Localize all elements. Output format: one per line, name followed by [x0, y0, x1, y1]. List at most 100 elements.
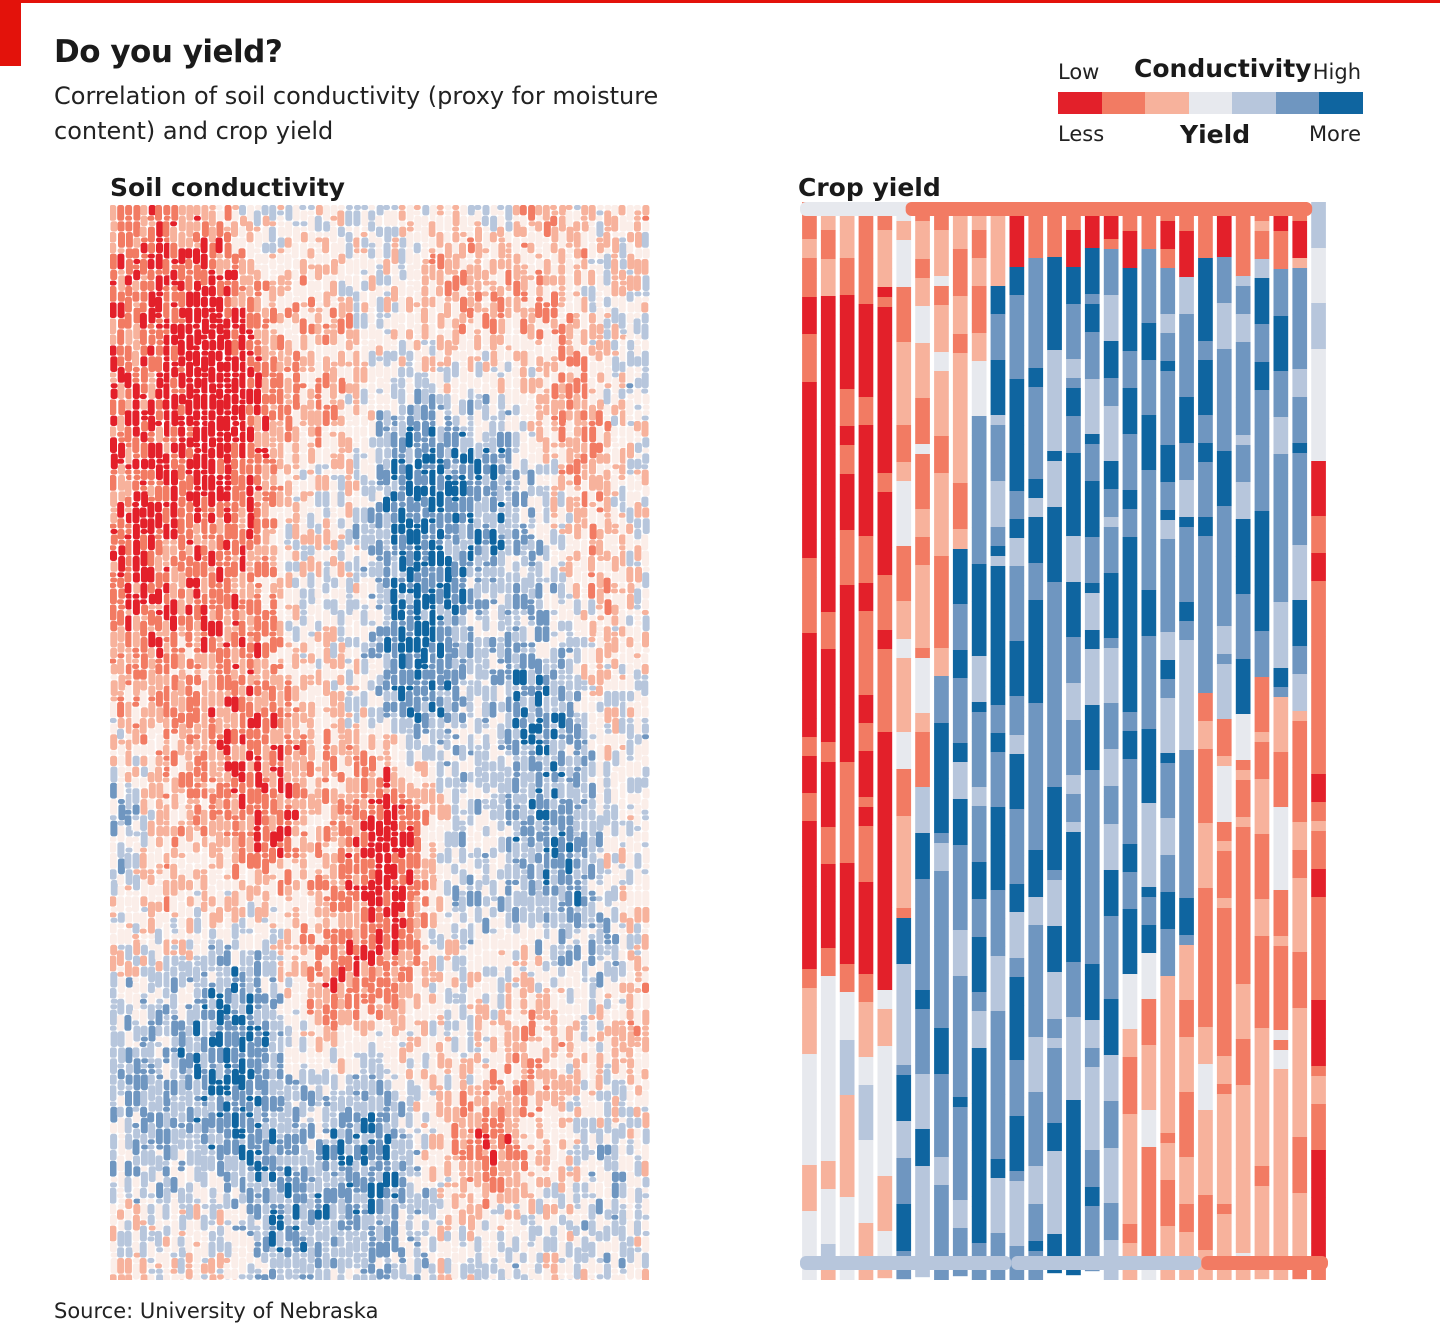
soil-cell [376, 1010, 383, 1020]
soil-cell [353, 345, 360, 350]
soil-cell [430, 1188, 437, 1204]
soil-cell [223, 1193, 230, 1209]
soil-cell [254, 1220, 261, 1225]
soil-cell [216, 389, 223, 399]
soil-cell [179, 869, 186, 874]
soil-cell [285, 713, 292, 718]
soil-cell [246, 329, 253, 334]
soil-cell [429, 669, 436, 679]
soil-cell [186, 1134, 193, 1139]
soil-cell [194, 513, 201, 523]
soil-cell [141, 1118, 148, 1134]
soil-cell [163, 869, 170, 879]
soil-cell [391, 378, 398, 383]
soil-cell [270, 934, 277, 944]
soil-cell [111, 907, 118, 912]
soil-cell [346, 351, 353, 361]
soil-cell [392, 248, 399, 264]
soil-cell [368, 464, 375, 480]
soil-cell [231, 340, 238, 356]
soil-cell [224, 513, 231, 523]
soil-cell [155, 848, 162, 864]
soil-cell [277, 313, 284, 323]
soil-cell [362, 227, 369, 232]
soil-cell [277, 1155, 284, 1165]
soil-cell [269, 594, 276, 599]
soil-cell [239, 259, 246, 275]
soil-cell [225, 567, 232, 577]
soil-cell [148, 918, 155, 934]
soil-cell [445, 1042, 452, 1058]
soil-cell [338, 691, 345, 701]
soil-cell [421, 664, 428, 669]
soil-cell [148, 459, 155, 469]
soil-cell [254, 950, 261, 960]
soil-cell [414, 1274, 421, 1280]
soil-cell [468, 1242, 475, 1258]
soil-cell [269, 848, 276, 864]
soil-cell [384, 1004, 391, 1020]
soil-cell [384, 297, 391, 313]
soil-cell [444, 880, 451, 896]
soil-cell [247, 356, 254, 366]
soil-cell [391, 459, 398, 475]
soil-cell [429, 426, 436, 436]
soil-cell [209, 599, 216, 604]
soil-cell [263, 961, 270, 977]
soil-cell [224, 880, 231, 890]
soil-cell [323, 750, 330, 760]
soil-cell [436, 583, 443, 588]
soil-cell [239, 372, 246, 388]
soil-cell [360, 383, 367, 388]
soil-cell [384, 410, 391, 426]
soil-cell [148, 1123, 155, 1139]
soil-cell [421, 216, 428, 226]
soil-cell [414, 572, 421, 582]
soil-cell [384, 551, 391, 567]
soil-cell [429, 858, 436, 874]
soil-cell [254, 416, 261, 432]
soil-cell [217, 1145, 224, 1161]
soil-cell [437, 210, 444, 215]
soil-cell [255, 907, 262, 923]
soil-cell [421, 497, 428, 507]
soil-cell [140, 313, 147, 329]
soil-cell [323, 291, 330, 307]
soil-cell [413, 302, 420, 307]
soil-cell [239, 875, 246, 880]
soil-cell [231, 1101, 238, 1106]
soil-cell [376, 561, 383, 577]
soil-cell [467, 659, 474, 675]
soil-cell [475, 777, 482, 787]
soil-cell [171, 1177, 178, 1193]
soil-cell [399, 340, 406, 356]
soil-cell [444, 669, 451, 679]
soil-cell [232, 308, 239, 324]
soil-cell [474, 831, 481, 841]
soil-cell [376, 923, 383, 928]
soil-cell [474, 356, 481, 361]
soil-cell [239, 1031, 246, 1036]
soil-cell [437, 1193, 444, 1198]
soil-cell [339, 1091, 346, 1096]
soil-cell [217, 767, 224, 772]
soil-cell [407, 264, 414, 280]
soil-cell [414, 1128, 421, 1133]
soil-cell [193, 966, 200, 982]
soil-cell [210, 324, 217, 329]
soil-cell [398, 858, 405, 874]
soil-cell [362, 605, 369, 610]
soil-cell [323, 1128, 330, 1133]
soil-cell [254, 659, 261, 675]
soil-cell [171, 1166, 178, 1176]
soil-cell [482, 918, 489, 934]
soil-cell [407, 961, 414, 966]
soil-cell [377, 1064, 384, 1080]
soil-cell [362, 1209, 369, 1214]
soil-cell [314, 281, 321, 291]
soil-cell [452, 205, 459, 210]
soil-cell [452, 291, 459, 301]
soil-cell [445, 1091, 452, 1107]
soil-cell [178, 696, 185, 712]
soil-cell [270, 1096, 277, 1112]
